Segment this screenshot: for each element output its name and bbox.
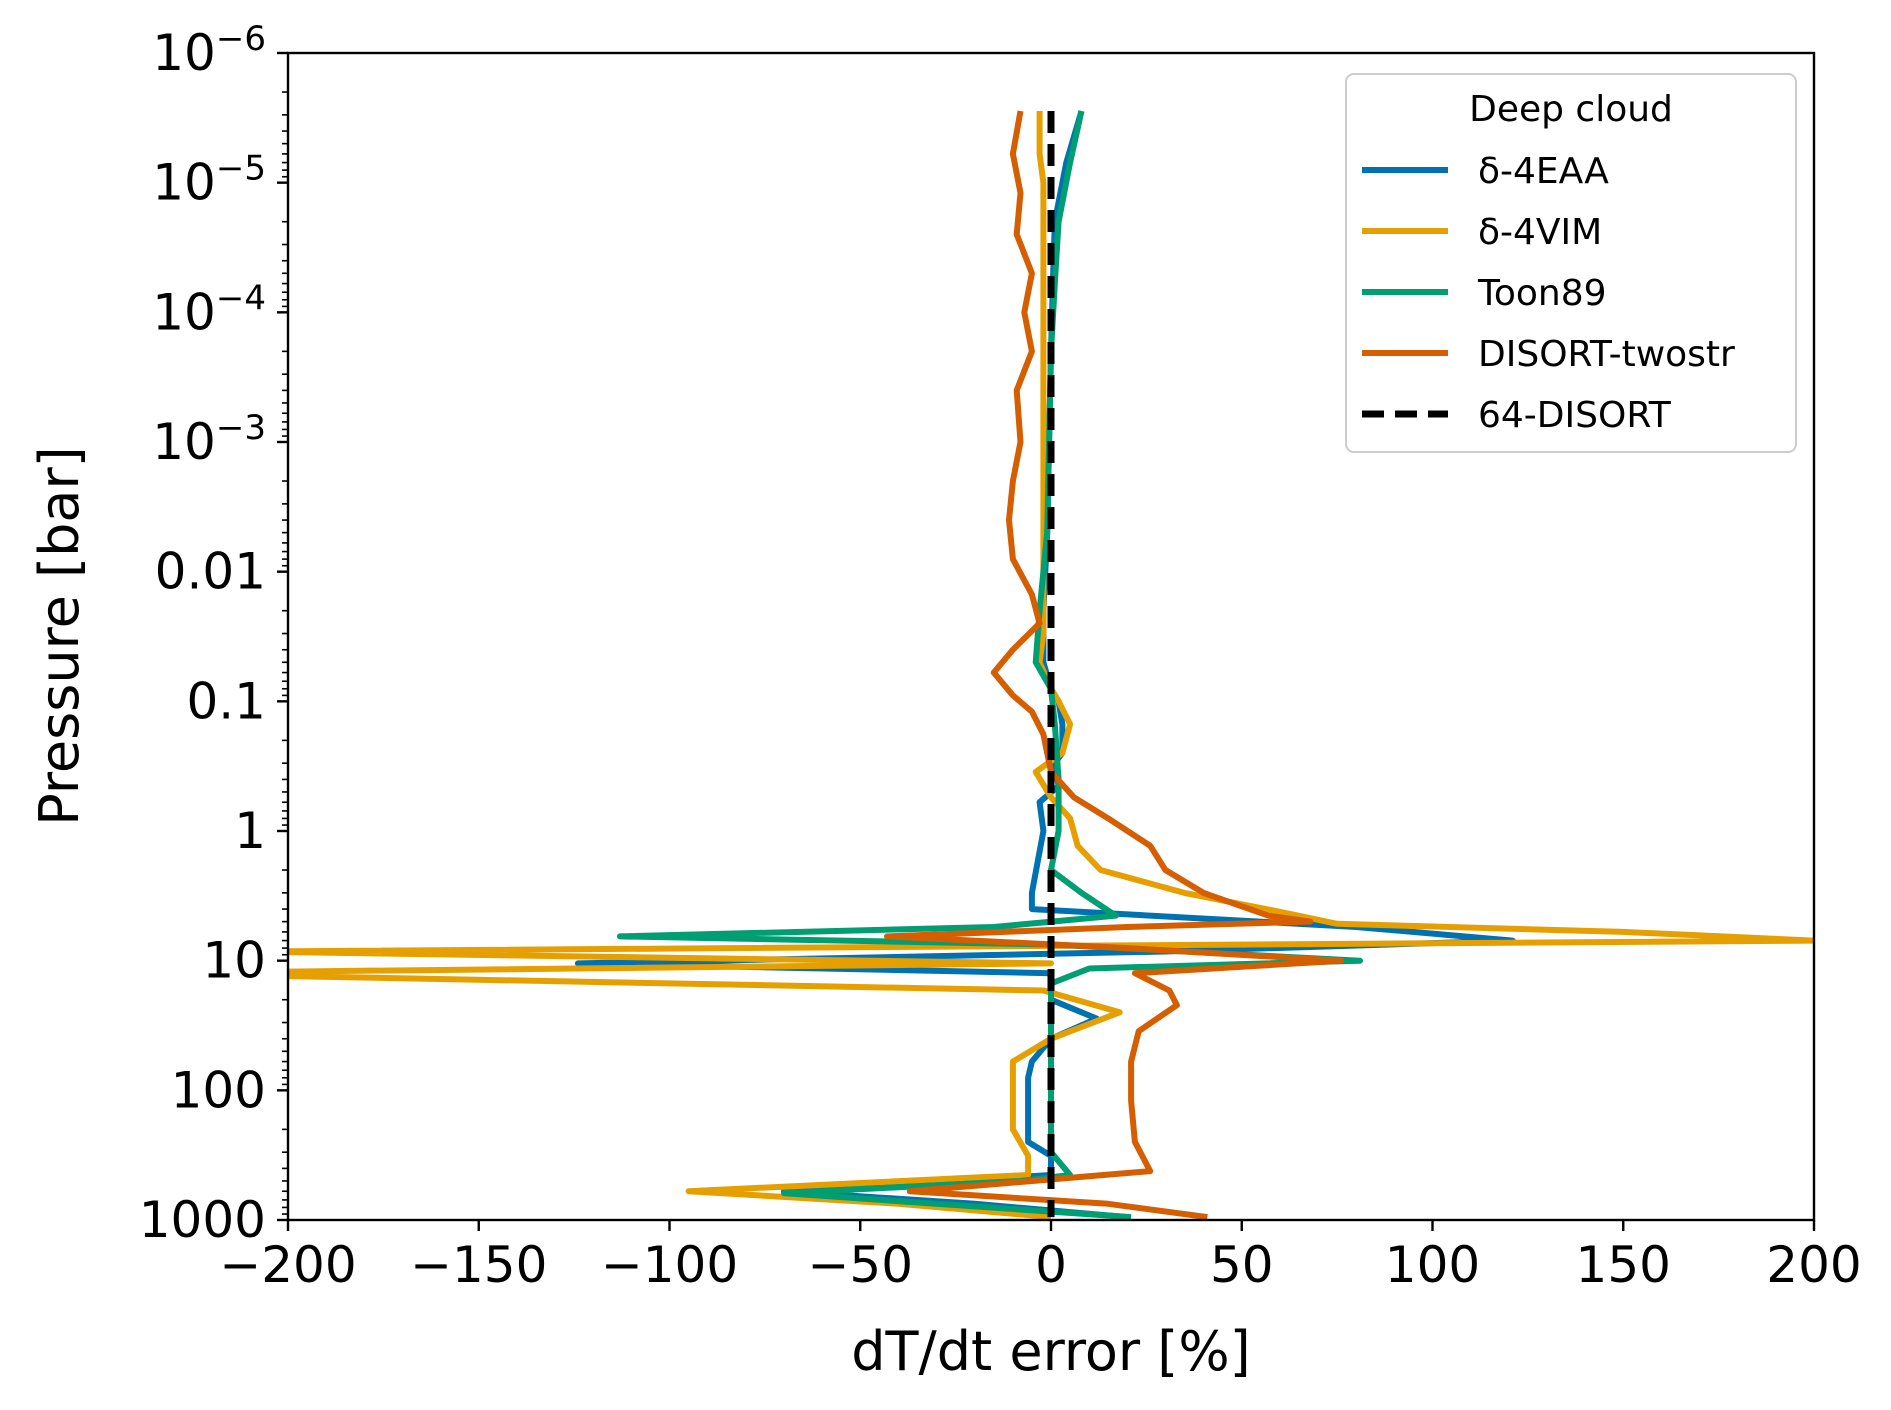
y-tick-label-4: 0.01 bbox=[155, 543, 266, 601]
x-tick-label-5: 50 bbox=[1210, 1236, 1274, 1294]
x-tick-label-0: −200 bbox=[219, 1236, 356, 1294]
y-tick-exponent-0: −6 bbox=[216, 19, 266, 59]
x-tick-label-4: 0 bbox=[1035, 1236, 1067, 1294]
x-tick-label-1: −150 bbox=[410, 1236, 547, 1294]
y-tick-exponent-1: −5 bbox=[216, 149, 266, 189]
legend-label-2: Toon89 bbox=[1477, 273, 1607, 314]
y-tick-label-7: 10 bbox=[202, 932, 266, 990]
y-tick-exponent-3: −3 bbox=[216, 408, 266, 448]
legend-label-3: DISORT-twostr bbox=[1478, 334, 1735, 375]
x-tick-label-2: −100 bbox=[601, 1236, 738, 1294]
y-tick-label-3: 10−3 bbox=[152, 408, 266, 471]
y-tick-label-6: 1 bbox=[234, 802, 266, 860]
y-tick-label-8: 100 bbox=[171, 1061, 266, 1119]
y-tick-exponent-2: −4 bbox=[216, 278, 266, 318]
ticks-layer: −200 −150 −100 −50 0 50 100 150 20010−610−510−41… bbox=[139, 19, 1862, 1294]
legend-box bbox=[1345, 73, 1797, 453]
y-tick-label-5: 0.1 bbox=[186, 672, 266, 730]
x-tick-label-3: −50 bbox=[807, 1236, 913, 1294]
y-tick-label-9: 1000 bbox=[139, 1191, 266, 1249]
y-tick-base-3: 10 bbox=[152, 413, 216, 471]
y-tick-label-2: 10−4 bbox=[152, 278, 266, 341]
y-tick-base-1: 10 bbox=[152, 154, 216, 212]
y-axis-label: Pressure [bar] bbox=[28, 446, 91, 825]
x-axis-label: dT/dt error [%] bbox=[851, 1320, 1250, 1383]
legend-label-0: δ-4EAA bbox=[1478, 151, 1609, 192]
x-tick-label-7: 150 bbox=[1576, 1236, 1671, 1294]
series-layer bbox=[288, 110, 1814, 1220]
legend-label-1: δ-4VIM bbox=[1478, 212, 1602, 253]
y-tick-label-0: 10−6 bbox=[152, 19, 266, 82]
legend-title: Deep cloud bbox=[1469, 89, 1673, 130]
x-tick-label-8: 200 bbox=[1766, 1236, 1861, 1294]
y-tick-base-0: 10 bbox=[152, 24, 216, 82]
legend: Deep cloud δ-4EAA δ-4VIM Toon89 DISORT-twos… bbox=[1345, 73, 1797, 453]
series-line-3 bbox=[884, 110, 1344, 1220]
y-tick-label-1: 10−5 bbox=[152, 149, 266, 212]
legend-label-4: 64-DISORT bbox=[1478, 395, 1672, 436]
y-tick-base-2: 10 bbox=[152, 283, 216, 341]
x-tick-label-6: 100 bbox=[1385, 1236, 1480, 1294]
